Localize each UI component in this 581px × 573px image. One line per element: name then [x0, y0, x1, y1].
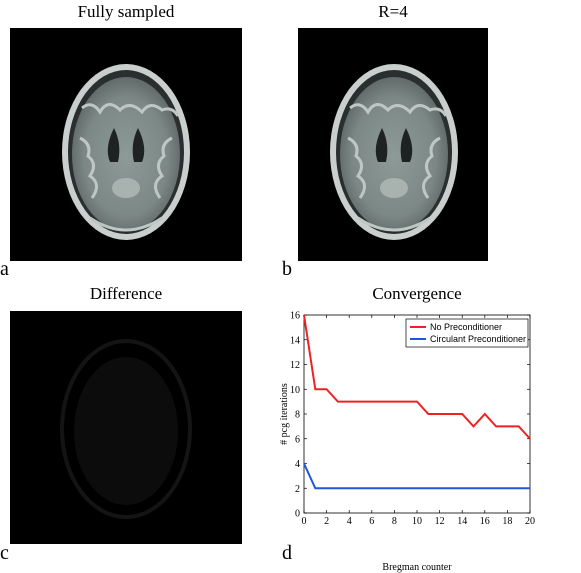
- legend: No Preconditioner Circulant Precondition…: [405, 318, 529, 348]
- series-line-no-preconditioner: [303, 314, 531, 440]
- y-tick-label: 16: [290, 311, 300, 322]
- panel-a-title: Fully sampled: [77, 2, 175, 21]
- y-tick-label: 4: [295, 459, 300, 470]
- legend-label-no-preconditioner: No Preconditioner: [430, 322, 502, 332]
- x-tick-label: 10: [412, 516, 422, 527]
- x-tick-label: 12: [435, 516, 445, 527]
- x-tick-label: 8: [392, 516, 397, 527]
- y-tick-label: 12: [290, 360, 300, 371]
- brain-image-c: [60, 339, 192, 519]
- x-tick-label: 14: [457, 516, 467, 527]
- panel-c-label: c: [0, 542, 9, 564]
- y-tick-label: 2: [295, 484, 300, 495]
- brain-image-b: [330, 64, 458, 240]
- y-tick-label: 10: [290, 385, 300, 396]
- x-tick-label: 0: [302, 516, 307, 527]
- panel-d-title: Convergence: [372, 284, 462, 303]
- r4-image: [298, 28, 488, 261]
- series-line-circulant-preconditioner: [303, 463, 530, 490]
- legend-box: [405, 318, 529, 348]
- fully-sampled-image: [10, 28, 242, 261]
- difference-image: [10, 311, 242, 544]
- y-axis-label: # pcg iterations: [279, 383, 290, 445]
- x-tick-label: 16: [480, 516, 490, 527]
- y-tick-label: 14: [290, 335, 300, 346]
- panel-c-title: Difference: [89, 284, 163, 303]
- y-tick-label: 6: [295, 434, 300, 445]
- x-tick-label: 6: [369, 516, 374, 527]
- x-tick-label: 18: [502, 516, 512, 527]
- legend-label-circulant-preconditioner: Circulant Preconditioner: [430, 334, 526, 344]
- y-tick-label: 0: [295, 509, 300, 520]
- y-tick-label: 8: [295, 410, 300, 421]
- x-tick-label: 2: [324, 516, 329, 527]
- panel-b-label: b: [282, 258, 292, 280]
- panel-a-label: a: [0, 258, 9, 280]
- panel-d-label: d: [282, 542, 292, 564]
- panel-b-title: R=4: [378, 2, 408, 21]
- x-axis-label: Bregman counter: [382, 562, 452, 573]
- x-tick-label: 20: [525, 516, 535, 527]
- brain-image-a: [62, 64, 190, 240]
- x-tick-label: 4: [347, 516, 352, 527]
